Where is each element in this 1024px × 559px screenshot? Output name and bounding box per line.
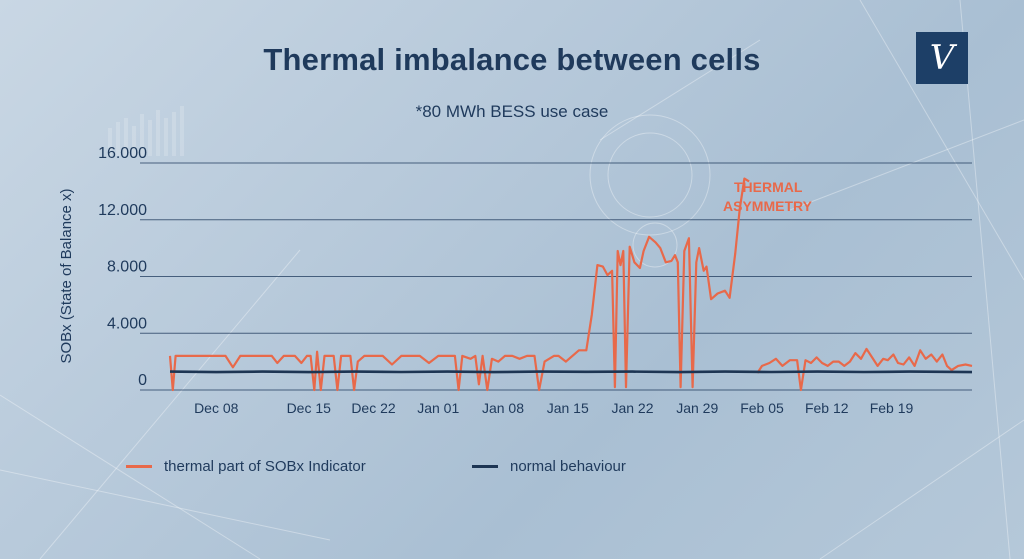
y-tick-label: 4.000 — [107, 315, 147, 332]
legend-thermal: thermal part of SOBx Indicator — [126, 458, 366, 475]
x-tick-label: Jan 01 — [417, 400, 459, 416]
x-tick-label: Feb 05 — [740, 400, 784, 416]
x-tick-label: Jan 08 — [482, 400, 524, 416]
legend-swatch-thermal — [126, 465, 152, 468]
brand-logo: V — [916, 32, 968, 84]
y-tick-label: 0 — [138, 372, 147, 389]
y-tick-label: 12.000 — [98, 202, 147, 219]
x-tick-label: Dec 15 — [287, 400, 332, 416]
x-tick-label: Feb 19 — [870, 400, 914, 416]
legend-label-thermal: thermal part of SOBx Indicator — [164, 458, 366, 475]
legend-normal: normal behaviour — [472, 458, 626, 475]
x-tick-label: Dec 22 — [351, 400, 396, 416]
annotation-label: THERMAL — [734, 179, 803, 195]
legend-label-normal: normal behaviour — [510, 458, 626, 475]
chart-title: Thermal imbalance between cells — [263, 42, 761, 77]
legend-swatch-normal — [472, 465, 498, 468]
x-tick-label: Jan 15 — [547, 400, 589, 416]
x-tick-label: Feb 12 — [805, 400, 849, 416]
y-tick-label: 16.000 — [98, 145, 147, 162]
series-line-thermal — [168, 177, 750, 392]
y-tick-label: 8.000 — [107, 259, 147, 276]
x-tick-label: Jan 22 — [611, 400, 653, 416]
x-tick-label: Dec 08 — [194, 400, 239, 416]
x-tick-label: Jan 29 — [676, 400, 718, 416]
y-axis-label: SOBx (State of Balance x) — [58, 188, 75, 363]
annotation-label: ASYMMETRY — [723, 198, 813, 214]
logo-letter: V — [929, 38, 955, 78]
series-line-thermal — [756, 347, 973, 392]
chart-subtitle: *80 MWh BESS use case — [415, 102, 609, 121]
series-line-normal — [169, 370, 973, 374]
